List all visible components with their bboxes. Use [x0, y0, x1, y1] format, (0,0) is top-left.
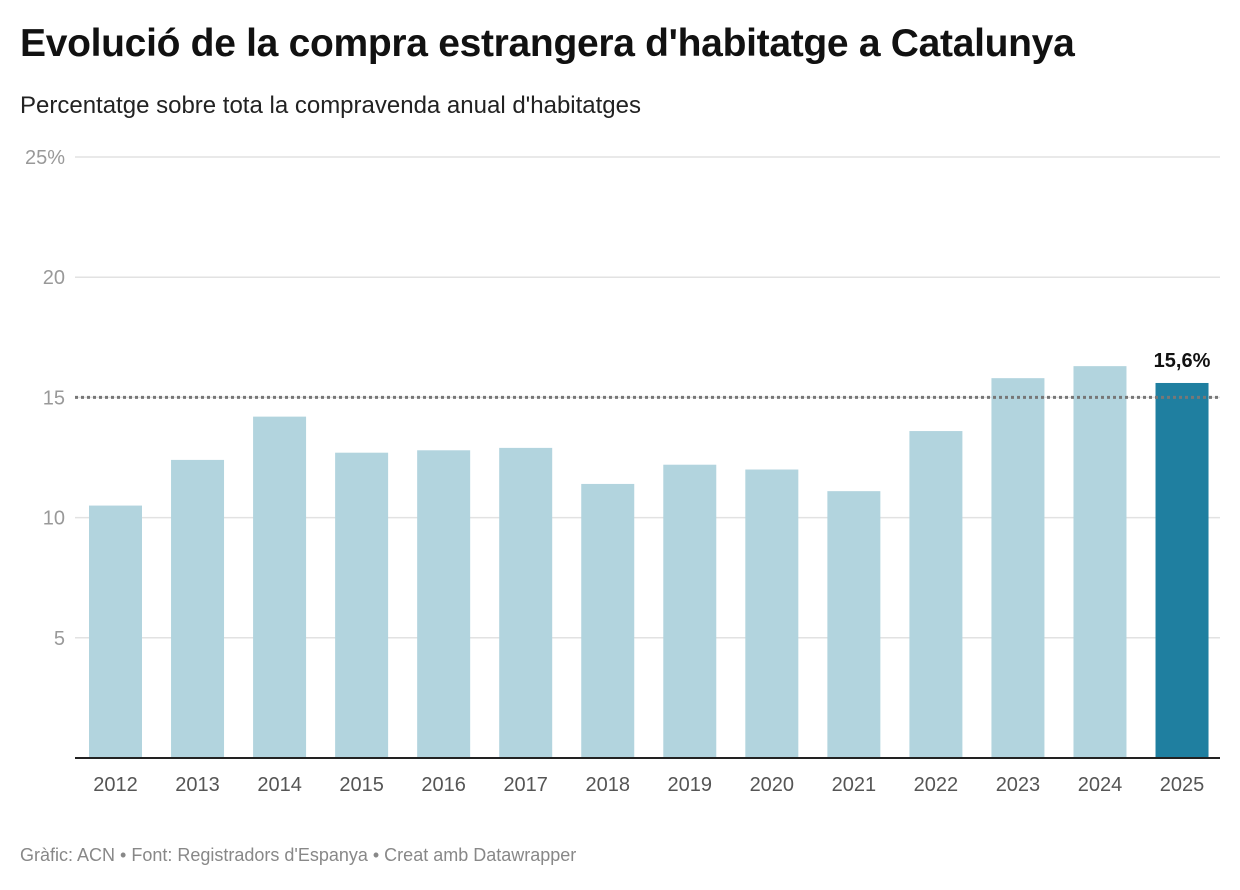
x-tick-label: 2022	[914, 774, 959, 796]
bar-2016	[417, 450, 471, 758]
bar-2021	[827, 491, 881, 758]
bar-2025	[1155, 382, 1209, 758]
chart-subtitle: Percentatge sobre tota la compravenda an…	[20, 92, 641, 119]
bar-2022	[909, 431, 963, 758]
bar-2018	[581, 483, 635, 758]
chart-title: Evolució de la compra estrangera d'habit…	[20, 22, 1075, 65]
y-tick-label: 20	[43, 267, 65, 289]
chart-footer: Gràfic: ACN • Font: Registradors d'Espan…	[20, 845, 577, 865]
x-tick-label: 2017	[503, 774, 548, 796]
bar-2013	[171, 459, 225, 758]
x-tick-label: 2021	[832, 774, 877, 796]
x-tick-label: 2025	[1160, 774, 1205, 796]
x-tick-label: 2020	[750, 774, 795, 796]
x-tick-label: 2019	[668, 774, 713, 796]
y-tick-label: 10	[43, 508, 65, 530]
bar-2017	[499, 447, 553, 758]
x-tick-label: 2013	[175, 774, 220, 796]
y-tick-label: 5	[54, 628, 65, 650]
x-tick-label: 2023	[996, 774, 1041, 796]
highlight-data-label: 15,6%	[1154, 350, 1211, 372]
x-tick-label: 2012	[93, 774, 138, 796]
x-tick-label: 2015	[339, 774, 384, 796]
x-tick-label: 2018	[585, 774, 630, 796]
y-tick-label: 25%	[25, 147, 65, 169]
bar-2014	[253, 416, 307, 758]
bar-2020	[745, 469, 799, 758]
x-tick-label: 2016	[421, 774, 466, 796]
bar-2019	[663, 464, 717, 758]
bar-2012	[89, 505, 142, 758]
y-tick-label: 15	[43, 387, 65, 409]
bar-2023	[991, 378, 1045, 758]
bar-2015	[335, 452, 389, 758]
x-tick-label: 2024	[1078, 774, 1123, 796]
bar-2024	[1073, 366, 1127, 758]
x-tick-label: 2014	[257, 774, 302, 796]
